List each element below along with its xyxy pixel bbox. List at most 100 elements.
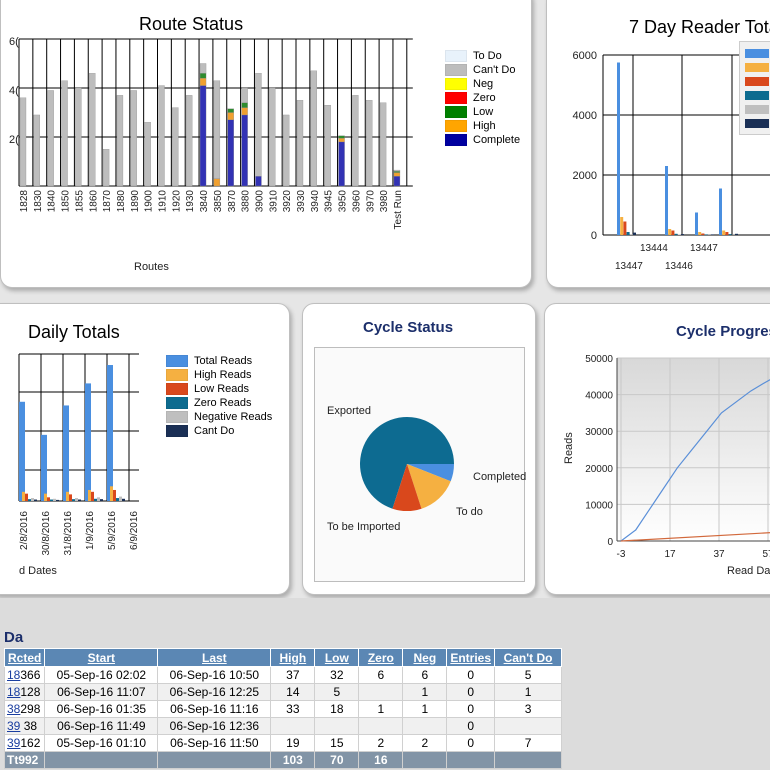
daily-totals-title: Daily Totals [28,322,120,342]
route-link[interactable]: 38 [7,702,21,716]
rs-legend-item: To Do [445,49,520,63]
rs-legend-swatch [445,50,467,62]
route-link[interactable]: 39 [7,736,21,750]
rs-xtick-label: 1890 [130,190,141,213]
rs-xtick-label: 1840 [47,190,58,213]
table-row[interactable]: 39 38 06-Sep-16 11:49 06-Sep-16 12:36 0 [3,717,563,735]
table-row[interactable]: 39162 05-Sep-16 01:10 06-Sep-16 11:50 19 15 2… [3,734,563,752]
col-header-routed[interactable]: Rcted [3,648,46,667]
col-header-zero[interactable]: Zero [358,648,404,667]
dt-bar [110,486,113,501]
rs-bar-cantdo [158,85,165,187]
rs-xtick-label: 1830 [33,190,44,213]
rs-xtick-label: 1855 [74,190,85,213]
cell-high: 33 [270,700,316,718]
dt-bar [91,491,94,501]
cp-line-actual [620,379,770,542]
dt-bar [94,498,97,501]
rs-bar-cantdo [61,80,68,187]
rs-xlabel: Routes [134,261,169,273]
rs-xtick-label: 1920 [171,190,182,213]
rs-xtick-label: 1880 [116,190,127,213]
route-number: 38 [20,719,38,733]
col-header-start[interactable]: Start [44,648,159,667]
route-status-legend: To Do Can't Do Neg Zero Low High Complete [445,49,520,147]
rs-xtick-label: 1900 [144,190,155,213]
dt-bar [34,499,37,501]
rt-xlabel-top-1: 13444 [640,243,668,254]
cell-low: 32 [314,666,360,684]
col-header-low[interactable]: Low [314,648,360,667]
rs-legend-label: High [473,120,496,132]
rs-xtick-label: 3920 [282,190,293,213]
route-link[interactable]: 18 [7,668,21,682]
rs-legend-item: Neg [445,77,520,91]
dt-legend-swatch [166,397,188,409]
cp-xtick-label: 37 [713,549,725,560]
rs-legend-swatch [445,64,467,76]
rt-xlabel-bottom-1: 13447 [615,261,643,272]
dt-legend-item: Cant Do [166,424,272,438]
dt-bar [66,491,69,501]
rs-bar-complete [227,119,234,187]
rt-bar [665,166,668,235]
daily-totals-chart: 2/8/2016 30/8/2016 31/8/2016 1/9/2016 5/9/20… [18,353,140,577]
cs-slice-to-do [407,464,451,509]
cell-neg: 2 [402,734,448,752]
rs-legend-label: To Do [473,50,502,62]
dt-bar [75,498,78,501]
rs-legend-swatch [445,106,467,118]
dt-bar [25,493,28,501]
cell-high: 19 [270,734,316,752]
rt-legend-swatch [745,91,769,100]
rs-bar-cantdo [255,73,262,177]
dt-legend-item: Low Reads [166,382,272,396]
rt-bar [722,230,726,235]
rs-bar-cantdo [172,107,179,187]
rs-bar-low [338,135,345,139]
rt-ytick-0: 0 [591,230,597,242]
cell-last: 06-Sep-16 10:50 [157,666,272,684]
rs-bar-high [338,138,345,143]
cycle-progress-panel: Cycle Progress 50000 40000 30000 20000 10000… [544,303,770,595]
rt-bar [674,233,678,235]
rs-legend-swatch [445,120,467,132]
rs-ytick-60: 6( [9,36,19,48]
route-link[interactable]: 39 [7,719,21,733]
rt-bar [623,221,627,235]
dt-bar [31,498,34,501]
rs-bar-complete [199,85,207,187]
col-header-cantdo[interactable]: Can't Do [494,648,563,667]
dt-bar [63,405,69,501]
table-row[interactable]: 18128 06-Sep-16 11:07 06-Sep-16 12:25 14 5 1 0… [3,683,563,701]
rs-bar-complete [338,141,345,187]
dt-bar [85,383,91,501]
dt-bar [97,497,100,501]
cycle-status-chart: Exported Completed To do To be Imported [327,405,526,533]
rs-bar-cantdo [269,87,276,187]
rs-xtick-label: 1930 [185,190,196,213]
dt-bar [41,434,47,501]
rs-bar-low [241,102,248,108]
total-row: Tt992 103 70 16 [3,751,563,769]
col-header-last[interactable]: Last [157,648,272,667]
cs-label-exported: Exported [327,405,371,417]
total-empty-neg [402,751,448,769]
cell-high [270,717,316,735]
cell-entries: 0 [446,666,496,684]
rs-legend-label: Can't Do [473,64,516,76]
table-row[interactable]: 18366 05-Sep-16 02:02 06-Sep-16 10:50 37 32 6… [3,666,563,684]
rs-bar-cantdo [352,95,359,187]
route-link[interactable]: 18 [7,685,21,699]
table-row[interactable]: 38298 06-Sep-16 01:35 06-Sep-16 11:16 33 18 1… [3,700,563,718]
rs-bar-cantdo [186,95,193,187]
cell-cantdo: 1 [494,683,563,701]
total-low: 70 [314,751,360,769]
col-header-high[interactable]: High [270,648,316,667]
route-number: 162 [20,736,41,750]
col-header-entries[interactable]: Entries [446,648,496,667]
rt-bar [633,232,636,235]
cp-ytick-label: 30000 [585,427,613,438]
cell-start: 06-Sep-16 11:07 [44,683,159,701]
col-header-neg[interactable]: Neg [402,648,448,667]
